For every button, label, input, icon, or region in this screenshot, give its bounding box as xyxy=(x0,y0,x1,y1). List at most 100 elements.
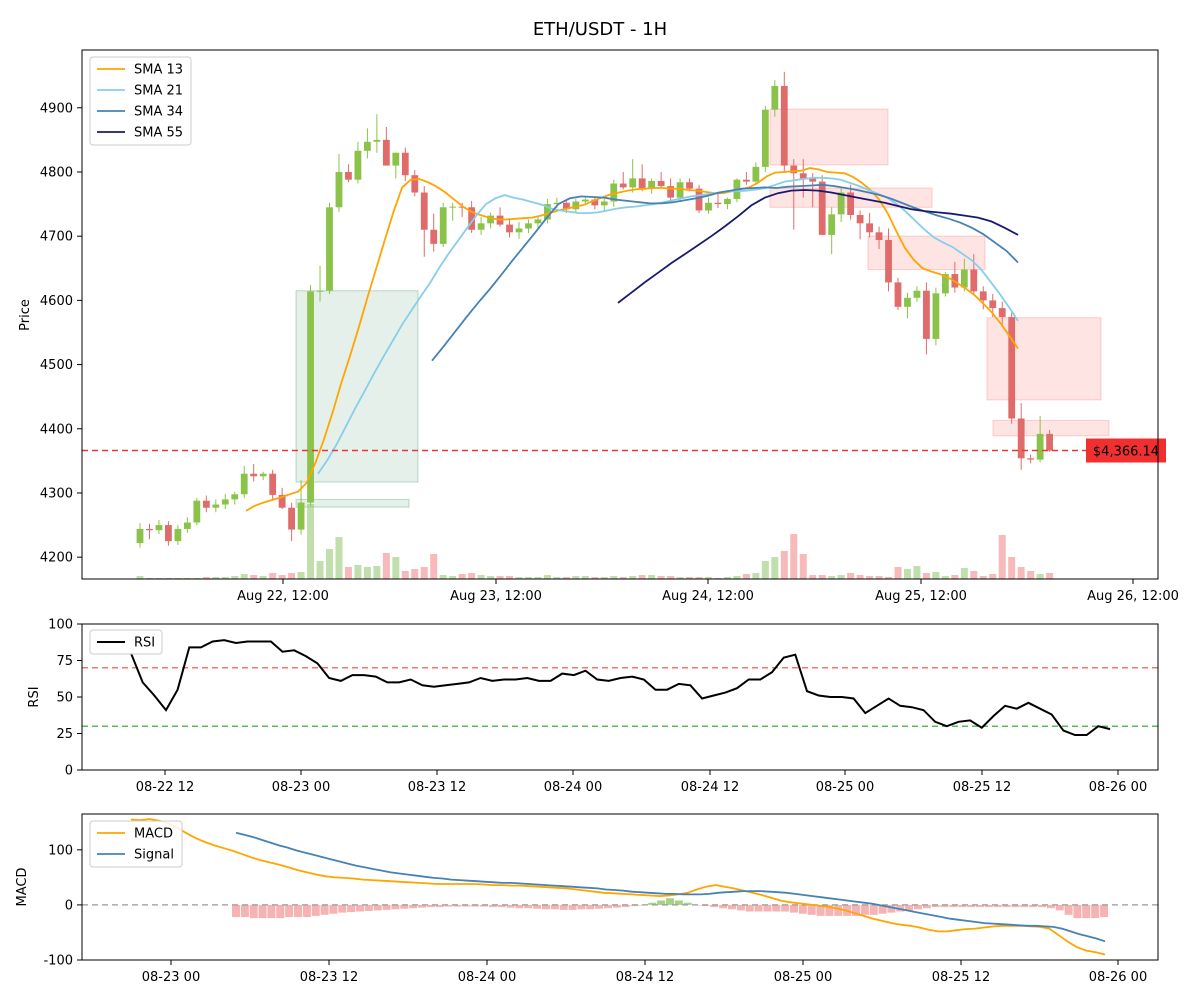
macd-histogram-bar xyxy=(471,904,480,907)
candle-body xyxy=(989,300,997,309)
candle-body xyxy=(335,171,343,208)
volume-bar xyxy=(989,574,997,579)
macd-histogram-bar xyxy=(657,900,666,905)
macd-x-tick-label: 08-26 00 xyxy=(1089,970,1147,985)
macd-histogram-bar xyxy=(506,904,515,908)
macd-histogram-bar xyxy=(515,904,524,909)
macd-histogram-bar xyxy=(550,904,559,910)
volume-bar xyxy=(818,575,826,579)
macd-histogram-bar xyxy=(604,904,612,909)
candles-layer xyxy=(136,71,1053,548)
candle-body xyxy=(724,198,731,205)
candle-body xyxy=(221,499,229,505)
supply-zone xyxy=(992,419,1110,437)
volume-bar xyxy=(1046,573,1054,579)
candle-body xyxy=(278,494,286,508)
candle-body xyxy=(837,192,845,215)
volume-bar xyxy=(648,575,656,579)
signal-line xyxy=(235,831,1106,943)
candle-body xyxy=(591,199,599,206)
candle-body xyxy=(136,528,144,544)
price-panel: $4,366.14 4200 4300 4400 4500 4600 4700 4800 49… xyxy=(18,49,1179,604)
candle-body xyxy=(743,179,750,182)
volume-bar xyxy=(392,557,400,579)
macd-histogram-bar xyxy=(666,898,674,905)
volume-bar xyxy=(335,537,343,579)
macd-histogram xyxy=(232,898,1108,919)
price-y-tick-label: 4500 xyxy=(40,358,73,373)
candle-body xyxy=(439,207,447,244)
sma-line xyxy=(245,167,1019,512)
candle-body xyxy=(231,494,239,500)
volume-bar xyxy=(534,577,542,579)
macd-histogram-bar xyxy=(1002,904,1011,908)
macd-histogram-bar xyxy=(852,904,860,916)
price-x-tick-label: Aug 22, 12:00 xyxy=(237,589,329,604)
volume-bar xyxy=(212,577,220,579)
macd-histogram-bar xyxy=(285,904,294,918)
candle-body xyxy=(553,202,561,205)
legend-label: SMA 55 xyxy=(134,126,183,141)
volume-bar xyxy=(382,553,390,579)
volume-bar xyxy=(913,566,921,579)
sma-legend: SMA 13 SMA 21 SMA 34 SMA 55 xyxy=(89,56,192,146)
macd-y-axis: -100 0 100 xyxy=(43,843,82,969)
macd-line xyxy=(130,818,1106,956)
candle-body xyxy=(297,502,305,530)
price-x-tick-label: Aug 23, 12:00 xyxy=(450,589,542,604)
price-x-axis: Aug 22, 12:00 Aug 23, 12:00 Aug 24, 12:00 A… xyxy=(237,579,1179,604)
candle-body xyxy=(619,183,627,188)
volume-bar xyxy=(847,573,855,579)
candle-body xyxy=(477,223,485,230)
macd-lines xyxy=(130,818,1106,956)
macd-histogram-bar xyxy=(480,904,488,907)
volume-bar xyxy=(354,565,362,579)
volume-bar xyxy=(894,567,902,579)
volume-bar xyxy=(932,572,940,579)
macd-histogram-bar xyxy=(825,904,834,916)
volume-bar xyxy=(278,575,286,579)
macd-histogram-bar xyxy=(1064,904,1073,915)
candle-body xyxy=(155,525,163,531)
candle-body xyxy=(468,207,476,230)
legend-label: SMA 21 xyxy=(134,84,183,99)
macd-histogram-bar xyxy=(816,904,825,916)
volume-bar xyxy=(524,577,532,579)
macd-histogram-bar xyxy=(621,904,630,908)
candle-body xyxy=(875,232,883,241)
volume-bar xyxy=(828,576,836,579)
volume-bar xyxy=(619,577,627,579)
rsi-y-tick-label: 75 xyxy=(56,654,73,669)
volume-bar xyxy=(761,561,769,579)
volume-bar xyxy=(591,577,599,579)
chart-title: ETH/USDT - 1H xyxy=(533,19,667,40)
candle-body xyxy=(856,214,864,224)
volume-bar xyxy=(695,577,703,579)
candle-body xyxy=(401,152,409,176)
macd-histogram-bar xyxy=(781,904,790,912)
candle-body xyxy=(449,206,457,208)
candle-body xyxy=(506,224,513,233)
rsi-y-axis: 0 25 50 75 100 xyxy=(48,618,82,779)
price-y-axis: 4200 4300 4400 4500 4600 4700 4800 4900 xyxy=(40,101,82,566)
volume-bar xyxy=(553,577,561,579)
legend-label: RSI xyxy=(134,636,155,651)
volume-bar xyxy=(288,573,296,579)
macd-histogram-bar xyxy=(648,902,657,905)
macd-histogram-bar xyxy=(1020,904,1029,908)
macd-histogram-bar xyxy=(922,904,931,909)
volume-bar xyxy=(866,576,874,579)
candle-body xyxy=(269,473,277,495)
candle-body xyxy=(828,214,836,235)
macd-histogram-bar xyxy=(1073,904,1082,919)
rsi-x-axis: 08-22 12 08-23 00 08-23 12 08-24 00 08-24 12… xyxy=(136,770,1147,795)
candle-body xyxy=(761,109,769,167)
volume-bar xyxy=(733,576,741,579)
macd-histogram-bar xyxy=(772,904,781,912)
macd-histogram-bar xyxy=(249,904,258,919)
candle-body xyxy=(894,282,902,307)
sma-layer xyxy=(245,167,1019,512)
volume-bar xyxy=(468,573,476,579)
macd-histogram-bar xyxy=(914,904,922,910)
macd-histogram-bar xyxy=(435,904,444,908)
